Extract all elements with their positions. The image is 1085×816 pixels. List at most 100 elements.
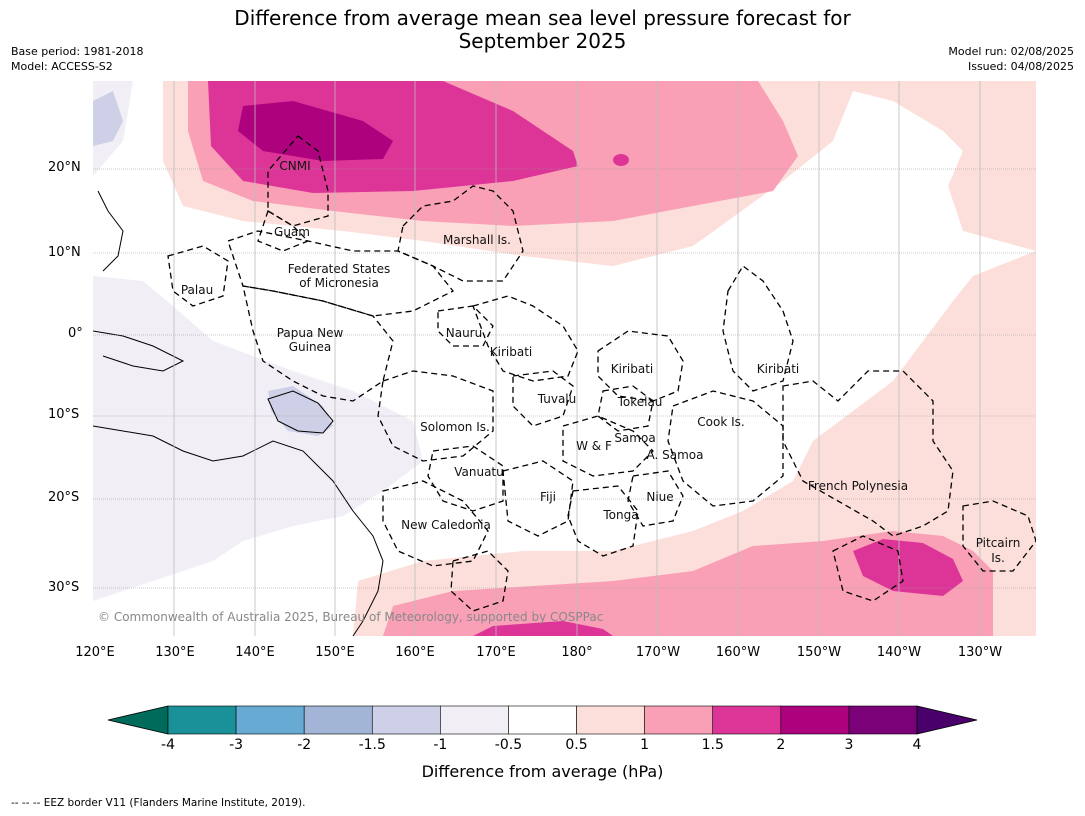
- eez-samoa-wf: [562, 415, 654, 477]
- contour-png-lavender: [268, 386, 333, 436]
- contour-nw-lavender: [93, 91, 123, 146]
- eez-cnmi: [267, 135, 329, 227]
- eez-niue: [627, 470, 684, 527]
- colorbar-cell: [167, 705, 237, 735]
- label-pitcairn-2: Is.: [991, 551, 1005, 565]
- issued-date: Issued: 04/08/2025: [967, 60, 1074, 73]
- eez-southeast: [832, 535, 904, 602]
- colorbar-tick-label: -3: [229, 737, 244, 753]
- label-new-caledonia: New Caledonia: [401, 518, 491, 532]
- lat-label-10n: 10°N: [48, 245, 81, 260]
- title-line-2: September 2025: [458, 29, 627, 53]
- label-cnmi: CNMI: [279, 159, 310, 173]
- label-wf: W & F: [576, 439, 612, 453]
- lon-label-180: 180°: [561, 645, 593, 660]
- colorbar-tick-label: -1.5: [358, 737, 386, 753]
- meta-right: Model run: 02/08/2025 Issued: 04/08/2025: [948, 44, 1074, 74]
- map-svg: CNMI Guam Marshall Is. Federated States …: [93, 81, 1036, 636]
- lon-label-160e: 160°E: [395, 645, 435, 660]
- place-labels: CNMI Guam Marshall Is. Federated States …: [181, 159, 1020, 565]
- lat-label-10s: 10°S: [48, 407, 80, 422]
- colorbar-tick-label: -0.5: [494, 737, 523, 753]
- eez-kiribati-east: [722, 265, 794, 392]
- eez-marshall: [397, 185, 524, 282]
- label-png-1: Papua New: [277, 326, 344, 340]
- label-palau: Palau: [181, 283, 213, 297]
- colorbar-cell: [508, 705, 577, 735]
- philippines-coast: [97, 190, 124, 272]
- label-vanuatu: Vanuatu: [454, 465, 504, 479]
- eez-cook: [667, 390, 784, 507]
- contour-north-dark-magenta: [238, 101, 393, 161]
- lon-label-170w: 170°W: [635, 645, 681, 660]
- eez-tuvalu: [512, 370, 574, 427]
- map-panel: CNMI Guam Marshall Is. Federated States …: [93, 81, 1036, 636]
- contour-southeast-magenta: [853, 539, 963, 596]
- colorbar-tick-label: 1.5: [701, 737, 724, 753]
- colorbar-arrow-high: [916, 705, 978, 735]
- colorbar-tick-label: 3: [844, 737, 854, 753]
- label-niue: Niue: [646, 490, 673, 504]
- colorbar-cell: [780, 705, 850, 735]
- lat-label-20s: 20°S: [48, 490, 80, 505]
- colorbar-tick-label: -2: [297, 737, 312, 753]
- model-run: Model run: 02/08/2025: [948, 45, 1074, 58]
- label-tokelau: Tokelau: [617, 395, 663, 409]
- lon-label-140w: 140°W: [876, 645, 922, 660]
- colorbar-tick-label: 1: [640, 737, 650, 753]
- colorbar-cell: [712, 705, 782, 735]
- colorbar-cell: [235, 705, 305, 735]
- eez-kiribati-west: [472, 295, 579, 382]
- meta-left: Base period: 1981-2018 Model: ACCESS-S2: [11, 44, 143, 74]
- contour-hawaii-blob: [613, 154, 629, 166]
- lat-label-20n: 20°N: [48, 160, 81, 175]
- eez-png: [242, 285, 394, 402]
- eez-tokelau: [597, 385, 654, 432]
- label-pitcairn-1: Pitcairn: [976, 536, 1021, 550]
- label-french-polynesia: French Polynesia: [808, 479, 908, 493]
- label-marshall: Marshall Is.: [443, 233, 511, 247]
- label-fsm-2: of Micronesia: [299, 276, 379, 290]
- label-fsm-1: Federated States: [288, 262, 390, 276]
- colorbar-tick-label: 4: [912, 737, 922, 753]
- lon-label-150e: 150°E: [315, 645, 355, 660]
- colorbar-label: Difference from average (hPa): [421, 762, 664, 781]
- png-coast: [267, 390, 334, 434]
- eez-kermadec: [450, 550, 509, 612]
- eez-palau: [167, 245, 229, 307]
- colorbar-cell: [371, 705, 441, 735]
- colorbar-tick-label: -4: [161, 737, 175, 753]
- lon-label-150w: 150°W: [796, 645, 842, 660]
- label-tuvalu: Tuvalu: [537, 392, 577, 406]
- lat-label-30s: 30°S: [48, 580, 80, 595]
- label-fiji: Fiji: [540, 490, 556, 504]
- lon-label-160w: 160°W: [715, 645, 761, 660]
- eez-fiji: [502, 460, 574, 537]
- eez-legend: -- -- -- EEZ border V11 (Flanders Marine…: [11, 797, 306, 809]
- map-title: Difference from average mean sea level p…: [0, 7, 1085, 53]
- eez-borders: [167, 135, 1036, 612]
- colorbar-tick-label: 2: [776, 737, 786, 753]
- label-guam: Guam: [274, 225, 310, 239]
- eez-kiribati-central: [597, 330, 684, 402]
- colorbar-cell: [848, 705, 918, 735]
- colorbar-tick-label: 0.5: [565, 737, 588, 753]
- colorbar-cells: [167, 705, 918, 735]
- lat-label-0: 0°: [68, 326, 83, 341]
- contour-south-magenta: [473, 621, 613, 636]
- label-kiribati-west: Kiribati: [490, 345, 532, 359]
- label-solomon: Solomon Is.: [420, 420, 490, 434]
- label-kiribati-central: Kiribati: [611, 362, 653, 376]
- lon-label-170e: 170°E: [476, 645, 516, 660]
- eez-pitcairn: [962, 500, 1036, 572]
- colorbar: [107, 705, 978, 735]
- indonesia-coast: [93, 330, 185, 372]
- base-period: Base period: 1981-2018: [11, 45, 144, 58]
- lon-label-140e: 140°E: [235, 645, 275, 660]
- eez-french-polynesia: [782, 370, 954, 537]
- label-tonga: Tonga: [602, 508, 638, 522]
- eez-guam: [257, 210, 310, 252]
- colorbar-cell: [576, 705, 645, 735]
- label-png-2: Guinea: [289, 340, 332, 354]
- colorbar-arrow-low: [107, 705, 169, 735]
